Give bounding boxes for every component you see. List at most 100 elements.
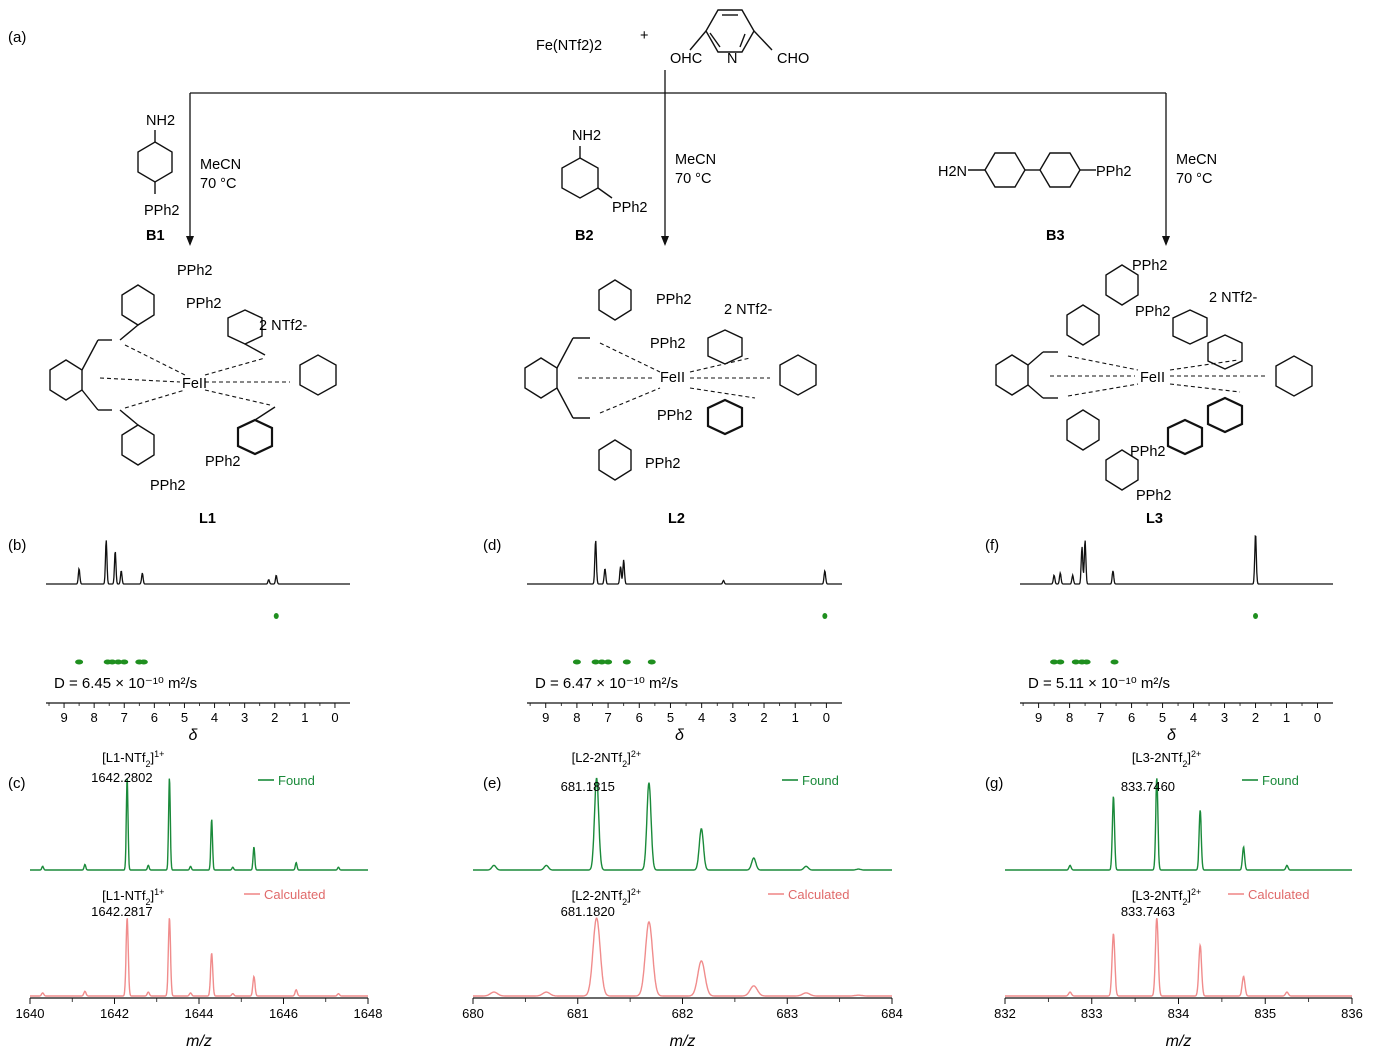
panel-label: (b): [8, 537, 26, 554]
nmr-tick-label: 9: [542, 710, 549, 725]
dosy-solvent-spot: [273, 613, 279, 619]
dosy-spot: [1071, 659, 1080, 665]
nmr-tick-label: 0: [1314, 710, 1321, 725]
plus-sign: +: [640, 28, 648, 44]
found-ion-label: [L1-NTf2]1+: [102, 749, 164, 769]
legend-calculated-label: Calculated: [1248, 887, 1309, 902]
calculated-ion-label: [L3-2NTf2]2+: [1132, 887, 1201, 907]
reaction-arrows: [189, 70, 1167, 244]
complex-l3: PPh2 2 NTf2- PPh2 FeII PPh2 PPh2 L3: [995, 258, 1313, 527]
panel-label: (g): [985, 775, 1003, 792]
ms-found-trace: [473, 777, 892, 871]
nmr-axis-title: δ: [189, 727, 199, 744]
ms-tick-label: 834: [1168, 1006, 1190, 1021]
svg-text:FeII: FeII: [1140, 370, 1165, 386]
dosy-spot: [572, 659, 581, 665]
ms-tick-label: 1644: [185, 1006, 214, 1021]
ms-calculated-trace: [473, 917, 892, 997]
panel-label-a: (a): [8, 29, 26, 46]
legend-calculated-label: Calculated: [788, 887, 849, 902]
calculated-mz: 833.7463: [1121, 904, 1175, 919]
ms-panel-1: (c)[L1-NTf2]1+1642.2802[L1-NTf2]1+1642.2…: [8, 749, 382, 1050]
nmr-tick-label: 4: [211, 710, 218, 725]
dosy-spot: [120, 659, 129, 665]
diffusion-coefficient: D = 6.45 × 10⁻¹⁰ m²/s: [54, 675, 197, 692]
dosy-spot: [1082, 659, 1091, 665]
svg-text:70 °C: 70 °C: [675, 171, 711, 187]
dosy-solvent-spot: [822, 613, 828, 619]
conditions-1: MeCN 70 °C: [200, 157, 241, 192]
nmr-tick-label: 9: [1035, 710, 1042, 725]
metal-salt: Fe(NTf2)2: [536, 38, 602, 54]
nmr-tick-label: 6: [1128, 710, 1135, 725]
panel-label: (d): [483, 537, 501, 554]
dosy-spot: [647, 659, 656, 665]
svg-text:PPh2: PPh2: [645, 456, 680, 472]
found-mz: 1642.2802: [91, 770, 152, 785]
nmr-tick-label: 1: [301, 710, 308, 725]
svg-text:PPh2: PPh2: [177, 263, 212, 279]
diffusion-coefficient: D = 5.11 × 10⁻¹⁰ m²/s: [1028, 675, 1170, 692]
complex-l1: PPh2 PPh2 2 NTf2- FeII PPh2 PPh2 L1: [49, 263, 337, 527]
dosy-spot: [1056, 659, 1065, 665]
calculated-ion-label: [L1-NTf2]1+: [102, 887, 164, 907]
pyridine-n: N: [727, 51, 737, 67]
svg-text:PPh2: PPh2: [1136, 488, 1171, 504]
nmr-tick-label: 0: [823, 710, 830, 725]
svg-text:B2: B2: [575, 228, 594, 244]
conditions-3: MeCN 70 °C: [1176, 152, 1217, 187]
dosy-spot: [139, 659, 148, 665]
dosy-spot: [75, 659, 84, 665]
nmr-tick-label: 6: [636, 710, 643, 725]
svg-text:PPh2: PPh2: [1130, 444, 1165, 460]
ms-axis-title: m/z: [186, 1033, 212, 1050]
svg-text:L3: L3: [1146, 511, 1163, 527]
complex-l2: PPh2 2 NTf2- PPh2 FeII PPh2 PPh2 L2: [524, 279, 817, 527]
nmr-panels: (b) D = 6.45 × 10⁻¹⁰ m²/s 9 8 7 6 5 4 3 2 1 0 δ (d) D …: [8, 534, 1333, 744]
ms-tick-label: 832: [994, 1006, 1016, 1021]
nmr-tick-label: 1: [1283, 710, 1290, 725]
nmr-tick-label: 9: [60, 710, 67, 725]
svg-text:70 °C: 70 °C: [1176, 171, 1212, 187]
dosy-spot: [108, 659, 117, 665]
nmr-axis-title: δ: [675, 727, 685, 744]
nmr-tick-label: 5: [181, 710, 188, 725]
svg-text:L1: L1: [199, 511, 216, 527]
dosy-spot: [1050, 659, 1059, 665]
pyridine-dialdehyde-structure: [689, 9, 773, 53]
svg-text:B1: B1: [146, 228, 165, 244]
svg-text:PPh2: PPh2: [612, 200, 647, 216]
ms-axis-title: m/z: [670, 1033, 696, 1050]
found-mz: 681.1815: [561, 779, 615, 794]
svg-text:L2: L2: [668, 511, 685, 527]
legend-found-label: Found: [1262, 773, 1299, 788]
svg-text:2 NTf2-: 2 NTf2-: [259, 318, 308, 334]
nmr-tick-label: 5: [667, 710, 674, 725]
building-block-b1: NH2 PPh2 B1: [137, 113, 179, 244]
dosy-spot: [1110, 659, 1119, 665]
svg-text:PPh2: PPh2: [657, 408, 692, 424]
ms-tick-label: 680: [462, 1006, 484, 1021]
calculated-mz: 1642.2817: [91, 904, 152, 919]
svg-text:H2N: H2N: [938, 164, 967, 180]
dosy-spot: [591, 659, 600, 665]
svg-text:MeCN: MeCN: [200, 157, 241, 173]
ms-tick-label: 1640: [16, 1006, 45, 1021]
nmr-tick-label: 3: [241, 710, 248, 725]
aldehyde-left: OHC: [670, 51, 702, 67]
nmr-tick-label: 1: [792, 710, 799, 725]
nmr-tick-label: 0: [331, 710, 338, 725]
dosy-spot: [114, 659, 123, 665]
dosy-spot: [604, 659, 613, 665]
nmr-tick-label: 7: [604, 710, 611, 725]
ms-found-trace: [30, 778, 368, 871]
ms-tick-label: 684: [881, 1006, 903, 1021]
svg-text:FeII: FeII: [182, 376, 207, 392]
nmr-tick-label: 7: [1097, 710, 1104, 725]
nmr-tick-label: 7: [121, 710, 128, 725]
aldehyde-right: CHO: [777, 51, 809, 67]
nmr-tick-label: 5: [1159, 710, 1166, 725]
svg-text:MeCN: MeCN: [1176, 152, 1217, 168]
calculated-ion-label: [L2-2NTf2]2+: [572, 887, 641, 907]
